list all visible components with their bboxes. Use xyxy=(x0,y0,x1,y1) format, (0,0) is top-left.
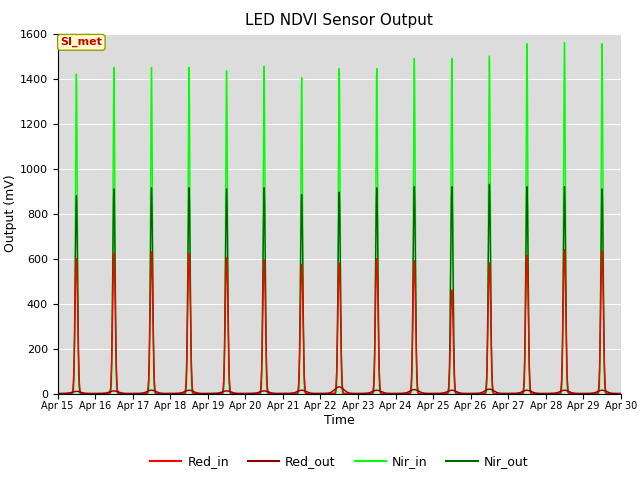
Nir_in xyxy=(559,340,566,346)
Red_out xyxy=(616,391,623,396)
Nir_in xyxy=(54,391,61,396)
Nir_in xyxy=(609,391,617,396)
Nir_in xyxy=(307,391,315,396)
Red_out xyxy=(609,391,617,396)
Nir_out xyxy=(617,391,625,396)
Nir_in xyxy=(617,391,625,396)
Line: Nir_in: Nir_in xyxy=(58,43,621,394)
Red_out xyxy=(307,390,315,396)
Red_in xyxy=(559,335,566,340)
Legend: Red_in, Red_out, Nir_in, Nir_out: Red_in, Red_out, Nir_in, Nir_out xyxy=(145,450,534,473)
Red_in xyxy=(543,391,551,396)
Line: Nir_out: Nir_out xyxy=(58,184,621,394)
Red_in xyxy=(561,247,568,252)
Nir_in xyxy=(413,386,421,392)
Red_out xyxy=(335,384,343,390)
Y-axis label: Output (mV): Output (mV) xyxy=(4,175,17,252)
Red_in xyxy=(467,391,474,396)
Nir_out xyxy=(307,391,315,396)
Text: SI_met: SI_met xyxy=(60,37,102,48)
Nir_out xyxy=(486,181,493,187)
Red_out xyxy=(617,391,625,396)
Red_in xyxy=(413,375,421,381)
Nir_in xyxy=(561,40,568,46)
Red_in xyxy=(54,391,61,396)
Red_in xyxy=(609,391,617,396)
Red_in xyxy=(616,391,623,396)
Nir_out xyxy=(616,391,623,396)
Nir_out xyxy=(559,324,566,330)
Line: Red_in: Red_in xyxy=(58,250,621,394)
Red_out xyxy=(413,387,421,393)
Nir_out xyxy=(609,391,617,396)
Red_in xyxy=(617,391,625,396)
Nir_in xyxy=(616,391,623,396)
Red_in xyxy=(307,391,315,396)
Nir_in xyxy=(543,391,551,396)
X-axis label: Time: Time xyxy=(324,414,355,427)
Nir_out xyxy=(543,391,551,396)
Line: Red_out: Red_out xyxy=(58,387,621,394)
Red_out xyxy=(543,391,551,396)
Nir_out xyxy=(413,375,421,381)
Title: LED NDVI Sensor Output: LED NDVI Sensor Output xyxy=(245,13,433,28)
Red_out xyxy=(54,391,61,396)
Nir_out xyxy=(54,391,61,396)
Red_out xyxy=(559,388,566,394)
